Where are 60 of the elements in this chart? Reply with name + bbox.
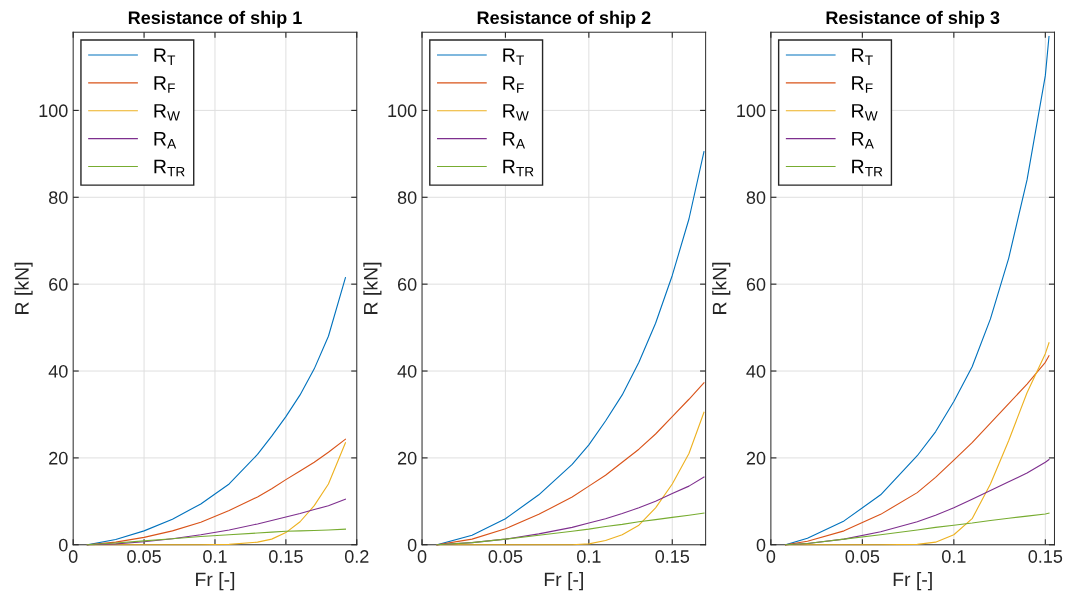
chart-title: Resistance of ship 3: [826, 10, 1000, 28]
x-tick-label: 0.1: [203, 550, 227, 563]
x-tick-label: 0: [417, 550, 427, 563]
legend-label: R$_{TR}$: [503, 159, 534, 177]
line-series: [436, 512, 705, 546]
legend-label: R$_{A}$: [503, 132, 526, 149]
x-tick-label: 0: [766, 550, 776, 563]
x-tick-label: 0.2: [344, 550, 369, 563]
x-tick-label: 0.05: [488, 550, 523, 563]
y-tick-label: 20: [49, 451, 68, 465]
chart-title: Resistance of ship 2: [477, 10, 651, 28]
legend-label: R$_{F}$: [503, 76, 524, 93]
legend-label: R$_{T}$: [852, 48, 873, 65]
y-tick-label: 20: [746, 451, 766, 465]
legend-label: R$_{W}$: [852, 104, 878, 121]
y-axis-title: R [kN]: [712, 262, 731, 314]
x-axis-title: Fr [-]: [544, 572, 583, 591]
legend-label: R$_{W}$: [503, 104, 529, 121]
legend-label: R$_{F}$: [154, 76, 175, 93]
y-tick-label: 80: [746, 191, 766, 204]
legend-label: R$_{W}$: [154, 104, 180, 121]
chart-title: Resistance of ship 1: [128, 10, 302, 28]
x-tick-label: 0.15: [655, 550, 690, 563]
y-tick-label: 60: [49, 278, 68, 291]
x-tick-label: 0.05: [127, 550, 161, 563]
x-tick-label: 0.1: [577, 550, 601, 563]
line-series: [784, 36, 1050, 546]
y-tick-label: 0: [756, 538, 766, 552]
legend-label: R$_{TR}$: [852, 159, 883, 177]
y-tick-label: 40: [746, 364, 766, 378]
legend-label: R$_{TR}$: [154, 159, 185, 177]
legend-label: R$_{A}$: [154, 132, 177, 149]
y-tick-label: 60: [746, 278, 766, 291]
y-tick-label: 100: [388, 104, 417, 118]
y-tick-label: 100: [39, 104, 68, 118]
y-tick-label: 0: [58, 538, 68, 552]
y-tick-label: 100: [737, 104, 766, 118]
legend-label: R$_{T}$: [503, 48, 524, 65]
y-tick-label: 80: [49, 191, 68, 204]
x-tick-label: 0.15: [269, 550, 303, 563]
y-tick-label: 0: [407, 538, 417, 552]
legend-label: R$_{F}$: [852, 76, 873, 93]
x-axis-title: Fr [-]: [893, 572, 932, 591]
x-axis-title: Fr [-]: [196, 572, 235, 591]
y-tick-label: 80: [397, 191, 417, 204]
x-tick-label: 0.15: [1028, 550, 1063, 563]
legend-label: R$_{T}$: [154, 48, 176, 65]
x-tick-label: 0: [68, 550, 78, 563]
line-series: [436, 151, 705, 546]
y-axis-title: R [kN]: [363, 262, 382, 314]
y-tick-label: 40: [397, 364, 417, 378]
line-series: [86, 528, 346, 546]
y-tick-label: 60: [397, 278, 417, 291]
legend-label: R$_{A}$: [852, 132, 874, 149]
y-tick-label: 40: [48, 364, 68, 378]
y-tick-label: 20: [397, 451, 417, 465]
x-tick-label: 0.05: [845, 550, 880, 563]
x-tick-label: 0.1: [942, 550, 966, 563]
y-axis-title: R [kN]: [14, 262, 33, 314]
line-series: [784, 512, 1050, 546]
